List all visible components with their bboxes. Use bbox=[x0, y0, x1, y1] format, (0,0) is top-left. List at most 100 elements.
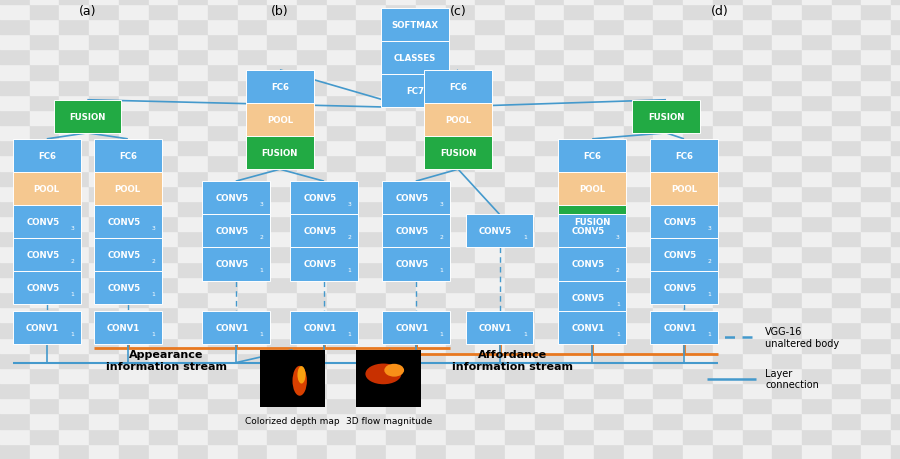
Bar bbox=[653, 5, 683, 20]
Bar bbox=[772, 247, 802, 262]
Bar bbox=[446, 171, 475, 186]
Text: CONV5: CONV5 bbox=[26, 251, 59, 260]
Bar bbox=[327, 156, 356, 171]
Text: FC6: FC6 bbox=[449, 83, 467, 92]
Bar bbox=[208, 232, 238, 247]
Bar bbox=[178, 323, 208, 338]
Bar bbox=[713, 80, 742, 95]
Bar bbox=[446, 277, 475, 292]
Bar bbox=[475, 383, 505, 398]
Bar bbox=[535, 0, 564, 5]
Bar bbox=[742, 414, 772, 429]
Bar bbox=[624, 126, 653, 141]
Bar bbox=[653, 20, 683, 35]
Bar bbox=[119, 186, 148, 202]
Bar bbox=[119, 277, 148, 292]
Bar bbox=[119, 444, 148, 459]
Bar bbox=[653, 262, 683, 277]
Bar bbox=[772, 20, 802, 35]
Bar bbox=[594, 65, 624, 80]
Bar bbox=[356, 323, 386, 338]
Bar bbox=[297, 429, 327, 444]
Bar bbox=[772, 414, 802, 429]
Bar bbox=[772, 5, 802, 20]
Bar bbox=[148, 111, 178, 126]
FancyBboxPatch shape bbox=[13, 239, 81, 272]
Bar bbox=[624, 323, 653, 338]
Bar bbox=[148, 80, 178, 95]
Bar bbox=[416, 232, 446, 247]
Bar bbox=[356, 308, 386, 323]
Bar bbox=[89, 141, 119, 156]
FancyBboxPatch shape bbox=[650, 312, 718, 345]
Bar bbox=[832, 65, 861, 80]
Bar bbox=[89, 338, 119, 353]
Bar bbox=[148, 232, 178, 247]
Bar bbox=[0, 429, 30, 444]
Bar bbox=[832, 383, 861, 398]
Bar bbox=[713, 95, 742, 111]
Bar bbox=[267, 429, 297, 444]
Bar bbox=[119, 414, 148, 429]
Bar bbox=[624, 156, 653, 171]
Bar bbox=[832, 171, 861, 186]
Bar bbox=[535, 126, 564, 141]
Text: 2: 2 bbox=[347, 235, 352, 240]
Bar bbox=[238, 247, 267, 262]
Bar bbox=[535, 368, 564, 383]
Text: CONV5: CONV5 bbox=[395, 260, 428, 269]
Bar bbox=[30, 50, 59, 65]
Bar bbox=[119, 368, 148, 383]
Bar bbox=[861, 80, 891, 95]
Bar bbox=[564, 35, 594, 50]
Bar bbox=[535, 444, 564, 459]
Bar bbox=[178, 20, 208, 35]
Text: 2: 2 bbox=[259, 235, 264, 240]
Bar bbox=[89, 383, 119, 398]
Bar bbox=[475, 65, 505, 80]
Bar bbox=[119, 65, 148, 80]
Bar bbox=[178, 217, 208, 232]
Bar bbox=[505, 65, 535, 80]
Bar bbox=[386, 80, 416, 95]
Bar bbox=[713, 111, 742, 126]
Bar bbox=[861, 20, 891, 35]
Bar bbox=[594, 232, 624, 247]
Text: CONV5: CONV5 bbox=[303, 194, 337, 203]
Bar bbox=[535, 171, 564, 186]
Bar bbox=[742, 398, 772, 414]
Bar bbox=[475, 277, 505, 292]
Bar bbox=[742, 262, 772, 277]
Bar bbox=[772, 95, 802, 111]
Bar bbox=[683, 292, 713, 308]
Bar bbox=[594, 5, 624, 20]
Bar bbox=[624, 217, 653, 232]
Bar bbox=[446, 247, 475, 262]
Bar bbox=[30, 35, 59, 50]
Bar bbox=[238, 20, 267, 35]
Bar bbox=[30, 0, 59, 5]
Bar bbox=[30, 232, 59, 247]
Bar bbox=[327, 20, 356, 35]
Bar bbox=[267, 141, 297, 156]
Bar bbox=[475, 429, 505, 444]
Bar bbox=[475, 292, 505, 308]
Bar bbox=[713, 353, 742, 368]
Text: 2: 2 bbox=[707, 259, 712, 263]
Bar bbox=[683, 80, 713, 95]
Bar bbox=[653, 65, 683, 80]
Bar bbox=[178, 65, 208, 80]
Bar bbox=[713, 308, 742, 323]
Bar bbox=[297, 80, 327, 95]
FancyBboxPatch shape bbox=[290, 312, 358, 345]
Text: FC6: FC6 bbox=[119, 151, 137, 161]
Bar bbox=[416, 35, 446, 50]
Bar bbox=[861, 398, 891, 414]
Bar bbox=[59, 353, 89, 368]
FancyBboxPatch shape bbox=[94, 140, 162, 173]
Bar bbox=[861, 202, 891, 217]
Bar bbox=[564, 95, 594, 111]
Bar bbox=[475, 171, 505, 186]
Bar bbox=[327, 95, 356, 111]
Bar bbox=[356, 50, 386, 65]
